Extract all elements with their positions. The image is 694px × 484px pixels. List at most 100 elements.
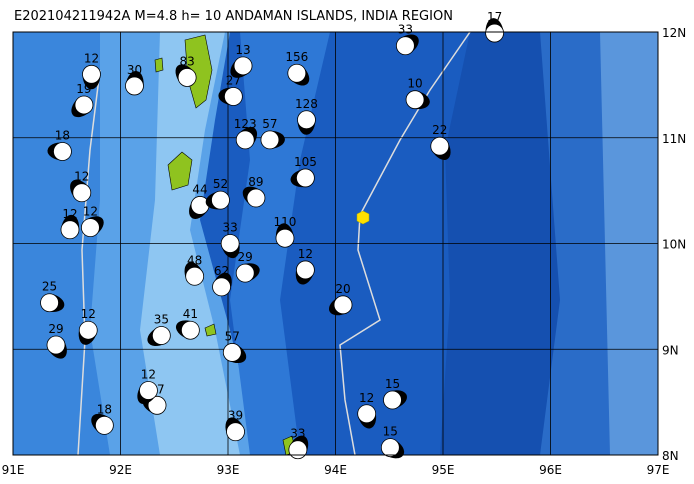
compression-quadrant [70,179,89,199]
compression-quadrant [389,390,408,409]
compression-quadrant [269,130,285,149]
compression-quadrant [85,216,104,236]
depth-label: 12 [81,307,96,321]
frame [12,31,659,456]
depth-label: 12 [83,205,98,219]
events: 12 19 18 12 12 12 25 29 12 35 41 48 62 29 57 33 44 52 89 11… [40,10,505,460]
beachball [180,320,200,340]
compression-quadrant [47,142,64,161]
beachball [357,404,377,424]
focal-mechanism [175,64,197,87]
depth-label: 29 [48,322,63,336]
depth-label: 27 [226,74,241,88]
y-tick-label: 11N [662,132,686,146]
depth-label: 35 [154,313,169,327]
beachball [78,320,98,340]
depth-label: 44 [192,182,207,196]
beachball [333,295,353,315]
compression-quadrant [184,262,203,280]
depth-label: 25 [42,280,57,294]
beachball [260,130,280,150]
compression-quadrant [137,385,156,404]
depth-label: 105 [294,155,317,169]
compression-quadrant [225,417,244,436]
beachball [46,335,66,355]
focal-mechanism [212,272,232,297]
beachball [220,234,240,253]
depth-label: 12 [298,247,313,261]
focal-mechanism [288,435,309,460]
beachball [380,438,400,457]
compression-quadrant [413,90,430,110]
focal-mechanism [91,413,114,435]
focal-mechanism [275,223,295,248]
focal-mechanism [218,87,243,106]
focal-mechanism [485,18,505,43]
depth-label: 52 [213,177,228,191]
compression-quadrant [91,413,110,433]
focal-mechanism [71,95,94,118]
compression-quadrant [175,320,194,339]
focal-mechanism [380,438,405,459]
compression-quadrant [213,272,232,291]
depth-label: 39 [228,409,243,423]
compression-quadrant [61,214,80,232]
focal-mechanism [328,295,353,316]
depth-label: 128 [295,97,318,111]
beachball [405,90,425,110]
compression-quadrant [328,296,347,316]
focal-mechanism [405,90,430,110]
focal-mechanism [430,136,451,160]
depth-label: 156 [285,50,308,64]
beachball [430,136,450,156]
focal-mechanism [235,127,258,150]
compression-quadrant [242,186,262,206]
x-tick-label: 91E [2,463,25,477]
depth-label: 29 [238,250,253,264]
beachball [287,63,307,83]
beachball [177,68,197,87]
depth-label: 12 [84,51,99,65]
compression-quadrant [78,327,97,345]
beachball [40,293,59,313]
compression-quadrant [147,327,166,347]
compression-quadrant [189,200,208,220]
compression-quadrant [385,439,405,459]
y-tick-label: 12N [662,26,686,40]
depth-label: 33 [290,427,305,441]
compression-quadrant [242,263,260,282]
compression-quadrant [290,66,310,86]
compression-quadrant [289,435,309,454]
x-tick-label: 95E [432,463,455,477]
focal-mechanism [60,214,80,240]
focal-mechanism [46,335,67,359]
focal-mechanism [137,381,158,404]
focal-mechanism [357,404,377,429]
beachball [223,87,243,106]
focal-mechanism [287,63,310,86]
depth-label: 83 [180,54,195,68]
compression-quadrant [238,127,258,146]
focal-mechanism [260,130,285,150]
focal-mechanism [235,263,260,283]
beachball [383,390,402,410]
focal-mechanism [184,262,205,286]
compression-quadrant [82,74,101,90]
y-tick-label: 8N [662,449,679,463]
depth-label: 10 [407,77,422,91]
focal-mechanism [70,179,92,203]
y-tick-label: 9N [662,343,679,357]
compression-quadrant [221,241,240,259]
depth-label: 89 [248,175,263,189]
depth-label: 12 [74,170,89,184]
depth-label: 19 [76,82,91,96]
compression-quadrant [290,169,307,188]
focal-mechanism [290,168,315,188]
focal-mechanism [222,343,247,364]
compression-quadrant [228,344,247,364]
compression-quadrant [357,411,377,429]
compression-quadrant [275,223,294,240]
depth-label: 123 [234,117,257,131]
beachball [82,64,101,84]
